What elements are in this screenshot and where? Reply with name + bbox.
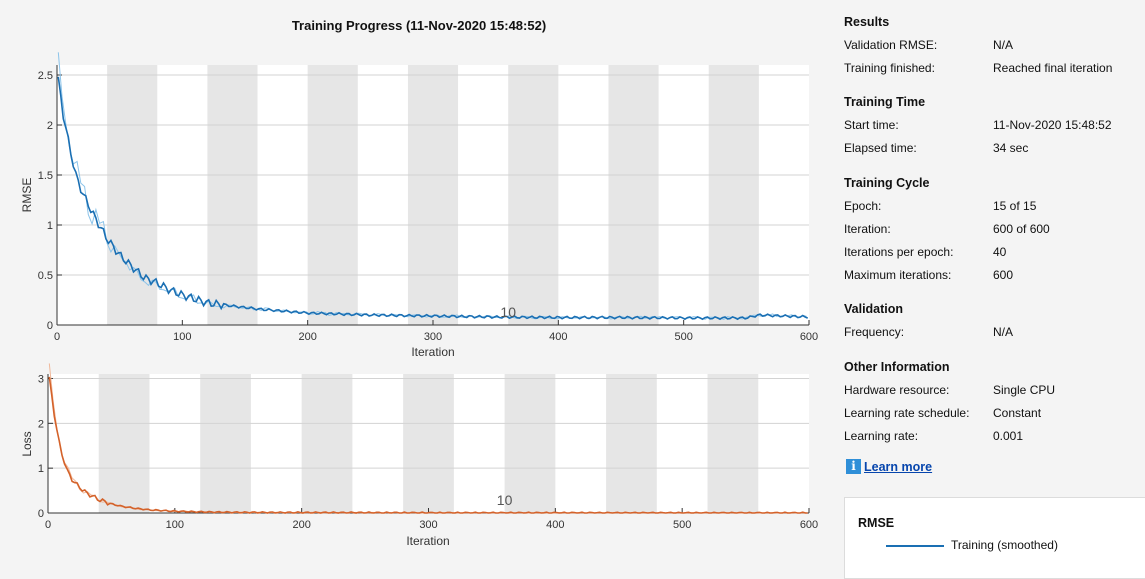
loss-plot: 0 1 2 3 0 100 200 300 400 500 600 10 bbox=[38, 363, 818, 531]
learning-rate-value: 0.001 bbox=[993, 429, 1024, 443]
loss-y-tick-label-0: 0 bbox=[38, 508, 44, 520]
rmse-y-tick-label-3: 1.5 bbox=[38, 170, 53, 182]
learn-more-link-group[interactable]: i Learn more bbox=[846, 459, 932, 474]
maximum-iterations-label: Maximum iterations: bbox=[844, 268, 952, 282]
loss-epoch-band-7 bbox=[707, 374, 759, 513]
rmse-epoch-band-2 bbox=[207, 65, 258, 325]
validation-rmse-value: N/A bbox=[993, 38, 1014, 52]
legend-next-entry-partial bbox=[951, 560, 954, 574]
learning-rate-schedule-value: Constant bbox=[993, 406, 1042, 420]
training-cycle-heading: Training Cycle bbox=[844, 176, 930, 190]
learning-rate-label: Learning rate: bbox=[844, 429, 919, 443]
loss-x-tick-label-5: 500 bbox=[673, 519, 691, 531]
elapsed-time-label: Elapsed time: bbox=[844, 141, 917, 155]
rmse-y-tick-label-2: 1 bbox=[47, 220, 53, 232]
training-plots: Training Progress (11-Nov-2020 15:48:52)… bbox=[20, 18, 818, 548]
results-heading: Results bbox=[844, 15, 890, 29]
loss-y-tick-label-1: 1 bbox=[38, 463, 44, 475]
learn-more-link[interactable]: Learn more bbox=[864, 459, 933, 474]
rmse-epoch-band-4 bbox=[407, 65, 459, 325]
iterations-per-epoch-value: 40 bbox=[993, 245, 1007, 259]
rmse-y-tick-label-5: 2.5 bbox=[38, 70, 53, 82]
rmse-epoch-label: 10 bbox=[500, 304, 516, 320]
training-time-heading: Training Time bbox=[844, 95, 926, 109]
frequency-label: Frequency: bbox=[844, 325, 905, 339]
rmse-epoch-band-7 bbox=[708, 65, 759, 325]
legend-smoothed-line bbox=[886, 545, 944, 547]
loss-y-axis-label: Loss bbox=[20, 431, 34, 456]
rmse-x-tick-label-0: 0 bbox=[54, 331, 60, 343]
loss-epoch-band-2 bbox=[200, 374, 251, 513]
rmse-plot: 0 0.5 1 1.5 2 2.5 0 100 200 300 400 500 600 10 bbox=[38, 52, 818, 343]
rmse-y-tick-label-0: 0 bbox=[47, 320, 53, 332]
legend-title: RMSE bbox=[858, 516, 895, 530]
loss-epoch-label: 10 bbox=[497, 492, 513, 508]
rmse-epoch-band-1 bbox=[107, 65, 158, 325]
rmse-y-tick-label-1: 0.5 bbox=[38, 270, 53, 282]
loss-epoch-band-1 bbox=[98, 374, 150, 513]
start-time-value: 11-Nov-2020 15:48:52 bbox=[993, 118, 1112, 132]
loss-epoch-band-5 bbox=[504, 374, 556, 513]
loss-smoothed-line bbox=[48, 376, 808, 514]
loss-x-tick-label-2: 200 bbox=[292, 519, 310, 531]
frequency-value: N/A bbox=[993, 325, 1014, 339]
loss-x-tick-label-1: 100 bbox=[166, 519, 184, 531]
rmse-x-tick-label-3: 300 bbox=[424, 331, 442, 343]
rmse-x-axis-label: Iteration bbox=[411, 345, 454, 359]
rmse-epoch-band-6 bbox=[608, 65, 659, 325]
training-finished-value: Reached final iteration bbox=[993, 61, 1113, 75]
elapsed-time-value: 34 sec bbox=[993, 141, 1029, 155]
rmse-x-tick-label-6: 600 bbox=[800, 331, 818, 343]
hardware-resource-value: Single CPU bbox=[993, 383, 1056, 397]
iteration-label: Iteration: bbox=[844, 222, 891, 236]
epoch-label: Epoch: bbox=[844, 199, 882, 213]
rmse-x-tick-label-5: 500 bbox=[674, 331, 692, 343]
validation-rmse-label: Validation RMSE: bbox=[844, 38, 938, 52]
learning-rate-schedule-label: Learning rate schedule: bbox=[844, 406, 970, 420]
epoch-value: 15 of 15 bbox=[993, 199, 1037, 213]
other-information-heading: Other Information bbox=[844, 360, 950, 374]
training-finished-label: Training finished: bbox=[844, 61, 935, 75]
legend-smoothed-label: Training (smoothed) bbox=[951, 538, 1058, 552]
rmse-smoothed-line bbox=[57, 76, 809, 321]
start-time-label: Start time: bbox=[844, 118, 899, 132]
rmse-x-tick-label-4: 400 bbox=[549, 331, 567, 343]
hardware-resource-label: Hardware resource: bbox=[844, 383, 950, 397]
rmse-x-tick-label-2: 200 bbox=[298, 331, 316, 343]
loss-y-tick-label-3: 3 bbox=[38, 373, 44, 385]
legend-panel: RMSE Training (smoothed) bbox=[844, 497, 1145, 579]
loss-x-tick-label-3: 300 bbox=[419, 519, 437, 531]
iterations-per-epoch-label: Iterations per epoch: bbox=[844, 245, 954, 259]
loss-epoch-band-3 bbox=[301, 374, 353, 513]
loss-epoch-band-6 bbox=[606, 374, 657, 513]
loss-x-tick-label-6: 600 bbox=[800, 519, 818, 531]
loss-epoch-band-4 bbox=[403, 374, 454, 513]
validation-heading: Validation bbox=[844, 302, 904, 316]
info-icon[interactable]: i bbox=[846, 459, 861, 474]
iteration-value: 600 of 600 bbox=[993, 222, 1050, 236]
plot-title: Training Progress (11-Nov-2020 15:48:52) bbox=[292, 18, 546, 33]
loss-x-tick-label-0: 0 bbox=[45, 519, 51, 531]
rmse-epoch-band-5 bbox=[508, 65, 559, 325]
loss-y-tick-label-2: 2 bbox=[38, 418, 44, 430]
rmse-epoch-band-3 bbox=[307, 65, 358, 325]
rmse-x-tick-label-1: 100 bbox=[173, 331, 191, 343]
loss-x-axis-label: Iteration bbox=[406, 534, 449, 548]
rmse-y-tick-label-4: 2 bbox=[47, 120, 53, 132]
rmse-y-axis-label: RMSE bbox=[20, 178, 34, 213]
loss-x-tick-label-4: 400 bbox=[546, 519, 564, 531]
maximum-iterations-value: 600 bbox=[993, 268, 1014, 282]
